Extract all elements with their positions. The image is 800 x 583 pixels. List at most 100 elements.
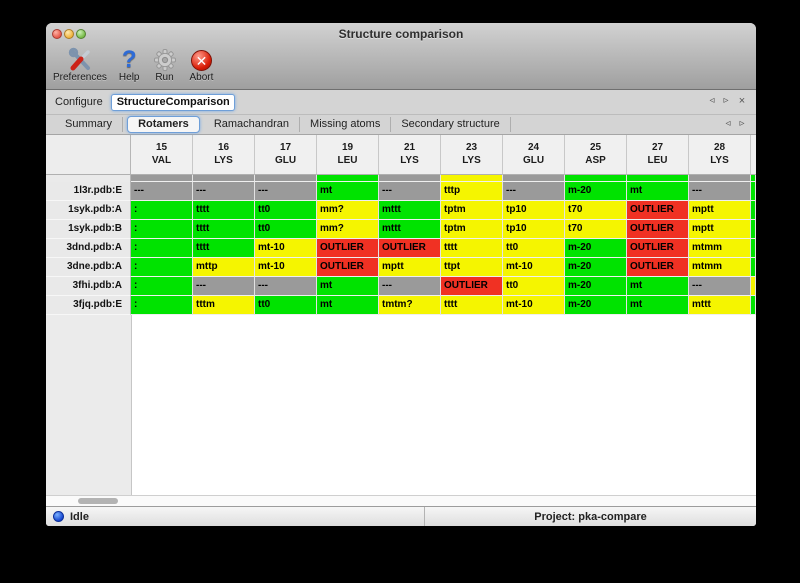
configure-name-input[interactable]: [110, 93, 235, 111]
minimize-traffic-light-button[interactable]: [64, 29, 74, 39]
rotamer-cell[interactable]: tt0: [503, 277, 565, 296]
rotamer-cell[interactable]: tp10: [503, 220, 565, 239]
rotamer-cell[interactable]: tp10: [503, 201, 565, 220]
pane-close-icon[interactable]: ×: [738, 95, 746, 107]
rotamer-cell[interactable]: OUTLIER: [627, 220, 689, 239]
rotamer-cell[interactable]: :: [131, 258, 193, 277]
rotamer-cell[interactable]: mt-10: [255, 258, 317, 277]
rotamer-cell[interactable]: mtmm: [689, 239, 751, 258]
rotamer-cell[interactable]: mptt: [379, 258, 441, 277]
tab-summary[interactable]: Summary: [55, 117, 124, 132]
rotamer-cell[interactable]: mt: [317, 277, 379, 296]
column-header-23[interactable]: 23 LYS: [441, 135, 503, 175]
rotamer-cell[interactable]: m-20: [565, 277, 627, 296]
rotamer-cell[interactable]: OUTLIER: [627, 201, 689, 220]
column-header-24[interactable]: 24 GLU: [503, 135, 565, 175]
rotamer-cell[interactable]: m-20: [565, 296, 627, 315]
tab-rotamers[interactable]: Rotamers: [127, 116, 200, 133]
rotamer-cell[interactable]: mm?: [317, 201, 379, 220]
horizontal-scrollbar[interactable]: [46, 495, 756, 506]
tab-missing-atoms[interactable]: Missing atoms: [300, 117, 392, 132]
rotamer-cell[interactable]: t70: [565, 201, 627, 220]
column-header-15[interactable]: 15 VAL: [131, 135, 193, 175]
rotamer-cell[interactable]: mt-10: [503, 258, 565, 277]
rotamer-cell-partial[interactable]: [751, 277, 756, 296]
rotamer-cell[interactable]: ---: [503, 182, 565, 201]
rotamer-cell[interactable]: mt: [317, 182, 379, 201]
rotamer-cell[interactable]: ---: [689, 182, 751, 201]
rotamer-cell[interactable]: mt-10: [255, 239, 317, 258]
rotamer-cell-partial[interactable]: [751, 296, 756, 315]
rotamer-cell[interactable]: :: [131, 220, 193, 239]
rotamer-cell[interactable]: ttpt: [441, 258, 503, 277]
tab-scroll-right-icon[interactable]: ▹: [739, 118, 745, 129]
column-header-17[interactable]: 17 GLU: [255, 135, 317, 175]
rotamer-cell[interactable]: ---: [131, 182, 193, 201]
rotamer-cell-partial[interactable]: [751, 258, 756, 277]
rotamer-cell-partial[interactable]: [751, 201, 756, 220]
rotamer-cell-partial[interactable]: [751, 220, 756, 239]
rotamer-cell[interactable]: tptm: [441, 220, 503, 239]
rotamer-cell[interactable]: OUTLIER: [317, 258, 379, 277]
rotamer-cell[interactable]: mttt: [379, 201, 441, 220]
rotamer-cell[interactable]: m-20: [565, 182, 627, 201]
row-label[interactable]: 1l3r.pdb:E: [46, 182, 131, 201]
rotamer-cell[interactable]: tt0: [503, 239, 565, 258]
tab-scroll-left-icon[interactable]: ◃: [725, 118, 731, 129]
rotamer-cell[interactable]: mm?: [317, 220, 379, 239]
horizontal-scrollbar-thumb[interactable]: [78, 498, 118, 504]
rotamer-cell[interactable]: mttt: [379, 220, 441, 239]
row-label[interactable]: 3fhi.pdb:A: [46, 277, 131, 296]
run-button[interactable]: Run: [149, 47, 181, 83]
row-label[interactable]: 1syk.pdb:A: [46, 201, 131, 220]
rotamer-cell[interactable]: tt0: [255, 220, 317, 239]
rotamer-cell[interactable]: mt: [627, 277, 689, 296]
column-header-21[interactable]: 21 LYS: [379, 135, 441, 175]
zoom-traffic-light-button[interactable]: [76, 29, 86, 39]
rotamer-cell[interactable]: t70: [565, 220, 627, 239]
rotamer-cell[interactable]: ---: [193, 277, 255, 296]
rotamer-cell[interactable]: ---: [379, 182, 441, 201]
rotamer-cell[interactable]: ---: [255, 182, 317, 201]
column-header-27[interactable]: 27 LEU: [627, 135, 689, 175]
rotamer-cell[interactable]: OUTLIER: [627, 239, 689, 258]
rotamer-cell[interactable]: :: [131, 296, 193, 315]
rotamer-cell[interactable]: ---: [379, 277, 441, 296]
pane-next-arrow-icon[interactable]: ▹: [723, 95, 729, 106]
rotamer-cell[interactable]: :: [131, 201, 193, 220]
row-label[interactable]: 3dne.pdb:A: [46, 258, 131, 277]
rotamer-cell[interactable]: tptm: [441, 201, 503, 220]
rotamer-cell[interactable]: tmtm?: [379, 296, 441, 315]
rotamer-cell-partial[interactable]: [751, 239, 756, 258]
rotamer-cell[interactable]: tttt: [441, 296, 503, 315]
rotamer-cell[interactable]: tt0: [255, 296, 317, 315]
column-header-16[interactable]: 16 LYS: [193, 135, 255, 175]
rotamer-cell[interactable]: tt0: [255, 201, 317, 220]
row-label[interactable]: 1syk.pdb:B: [46, 220, 131, 239]
column-header-19[interactable]: 19 LEU: [317, 135, 379, 175]
rotamer-cell[interactable]: m-20: [565, 258, 627, 277]
rotamer-cell[interactable]: mt-10: [503, 296, 565, 315]
rotamer-cell[interactable]: OUTLIER: [317, 239, 379, 258]
rotamer-cell[interactable]: mt: [317, 296, 379, 315]
rotamer-cell[interactable]: mttt: [689, 296, 751, 315]
column-header-28[interactable]: 28 LYS: [689, 135, 751, 175]
rotamer-cell[interactable]: mt: [627, 182, 689, 201]
rotamer-cell[interactable]: tttp: [441, 182, 503, 201]
rotamer-cell[interactable]: mptt: [689, 220, 751, 239]
rotamer-cell[interactable]: mptt: [689, 201, 751, 220]
rotamer-cell[interactable]: ---: [193, 182, 255, 201]
rotamer-cell[interactable]: OUTLIER: [627, 258, 689, 277]
column-header-25[interactable]: 25 ASP: [565, 135, 627, 175]
rotamer-cell[interactable]: mttp: [193, 258, 255, 277]
rotamer-cell[interactable]: ---: [689, 277, 751, 296]
rotamer-cell[interactable]: tttt: [441, 239, 503, 258]
help-button[interactable]: ? Help: [116, 47, 143, 84]
rotamer-cell[interactable]: :: [131, 239, 193, 258]
rotamer-cell[interactable]: ---: [255, 277, 317, 296]
close-traffic-light-button[interactable]: [52, 29, 62, 39]
rotamer-cell[interactable]: m-20: [565, 239, 627, 258]
rotamer-cell[interactable]: mtmm: [689, 258, 751, 277]
pane-prev-arrow-icon[interactable]: ◃: [709, 95, 715, 106]
rotamer-cell[interactable]: :: [131, 277, 193, 296]
